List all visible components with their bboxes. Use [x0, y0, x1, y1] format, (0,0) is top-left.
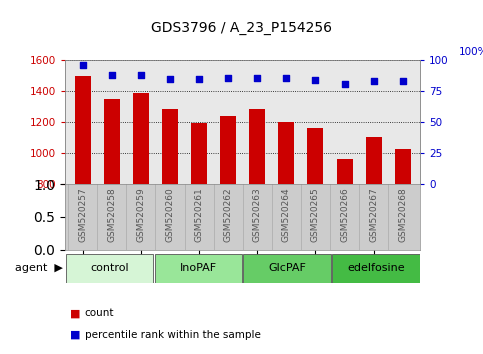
Bar [162, 109, 178, 184]
Bar [104, 99, 120, 184]
Text: control: control [90, 263, 129, 273]
Bar [75, 76, 91, 184]
Bar [243, 254, 331, 282]
Text: GSM520263: GSM520263 [253, 187, 262, 242]
Text: agent  ▶: agent ▶ [15, 263, 63, 273]
Text: edelfosine: edelfosine [347, 263, 405, 273]
Text: GDS3796 / A_23_P154256: GDS3796 / A_23_P154256 [151, 21, 332, 35]
Point [137, 72, 145, 78]
Text: GSM520265: GSM520265 [311, 187, 320, 242]
Bar [395, 149, 411, 184]
Point [224, 75, 232, 80]
Point [254, 75, 261, 80]
Bar [220, 116, 236, 184]
Point [195, 76, 203, 81]
Text: 100%: 100% [459, 47, 483, 57]
Point [341, 81, 348, 87]
Point [312, 77, 319, 83]
Point [399, 78, 407, 84]
Bar [191, 123, 207, 184]
Bar [249, 109, 265, 184]
Text: GSM520261: GSM520261 [195, 187, 203, 242]
Bar [155, 254, 242, 282]
Text: InoPAF: InoPAF [180, 263, 217, 273]
Text: count: count [85, 308, 114, 318]
Text: GSM520266: GSM520266 [340, 187, 349, 242]
Bar [366, 137, 382, 184]
Text: GSM520267: GSM520267 [369, 187, 378, 242]
Bar [66, 254, 154, 282]
Text: ■: ■ [70, 308, 81, 318]
Point [166, 76, 174, 81]
Point [108, 72, 115, 78]
Text: GSM520264: GSM520264 [282, 187, 291, 242]
Point [79, 62, 86, 68]
Text: ■: ■ [70, 330, 81, 339]
Point [283, 75, 290, 80]
Text: GSM520268: GSM520268 [398, 187, 407, 242]
Text: GSM520260: GSM520260 [166, 187, 174, 242]
Text: GSM520262: GSM520262 [224, 187, 233, 242]
Bar [337, 159, 353, 184]
Bar [332, 254, 420, 282]
Text: GSM520257: GSM520257 [78, 187, 87, 242]
Bar [278, 122, 294, 184]
Text: GlcPAF: GlcPAF [268, 263, 306, 273]
Text: GSM520258: GSM520258 [107, 187, 116, 242]
Text: percentile rank within the sample: percentile rank within the sample [85, 330, 260, 339]
Text: GSM520259: GSM520259 [136, 187, 145, 242]
Bar [133, 93, 149, 184]
Point [370, 78, 378, 84]
Bar [308, 128, 324, 184]
